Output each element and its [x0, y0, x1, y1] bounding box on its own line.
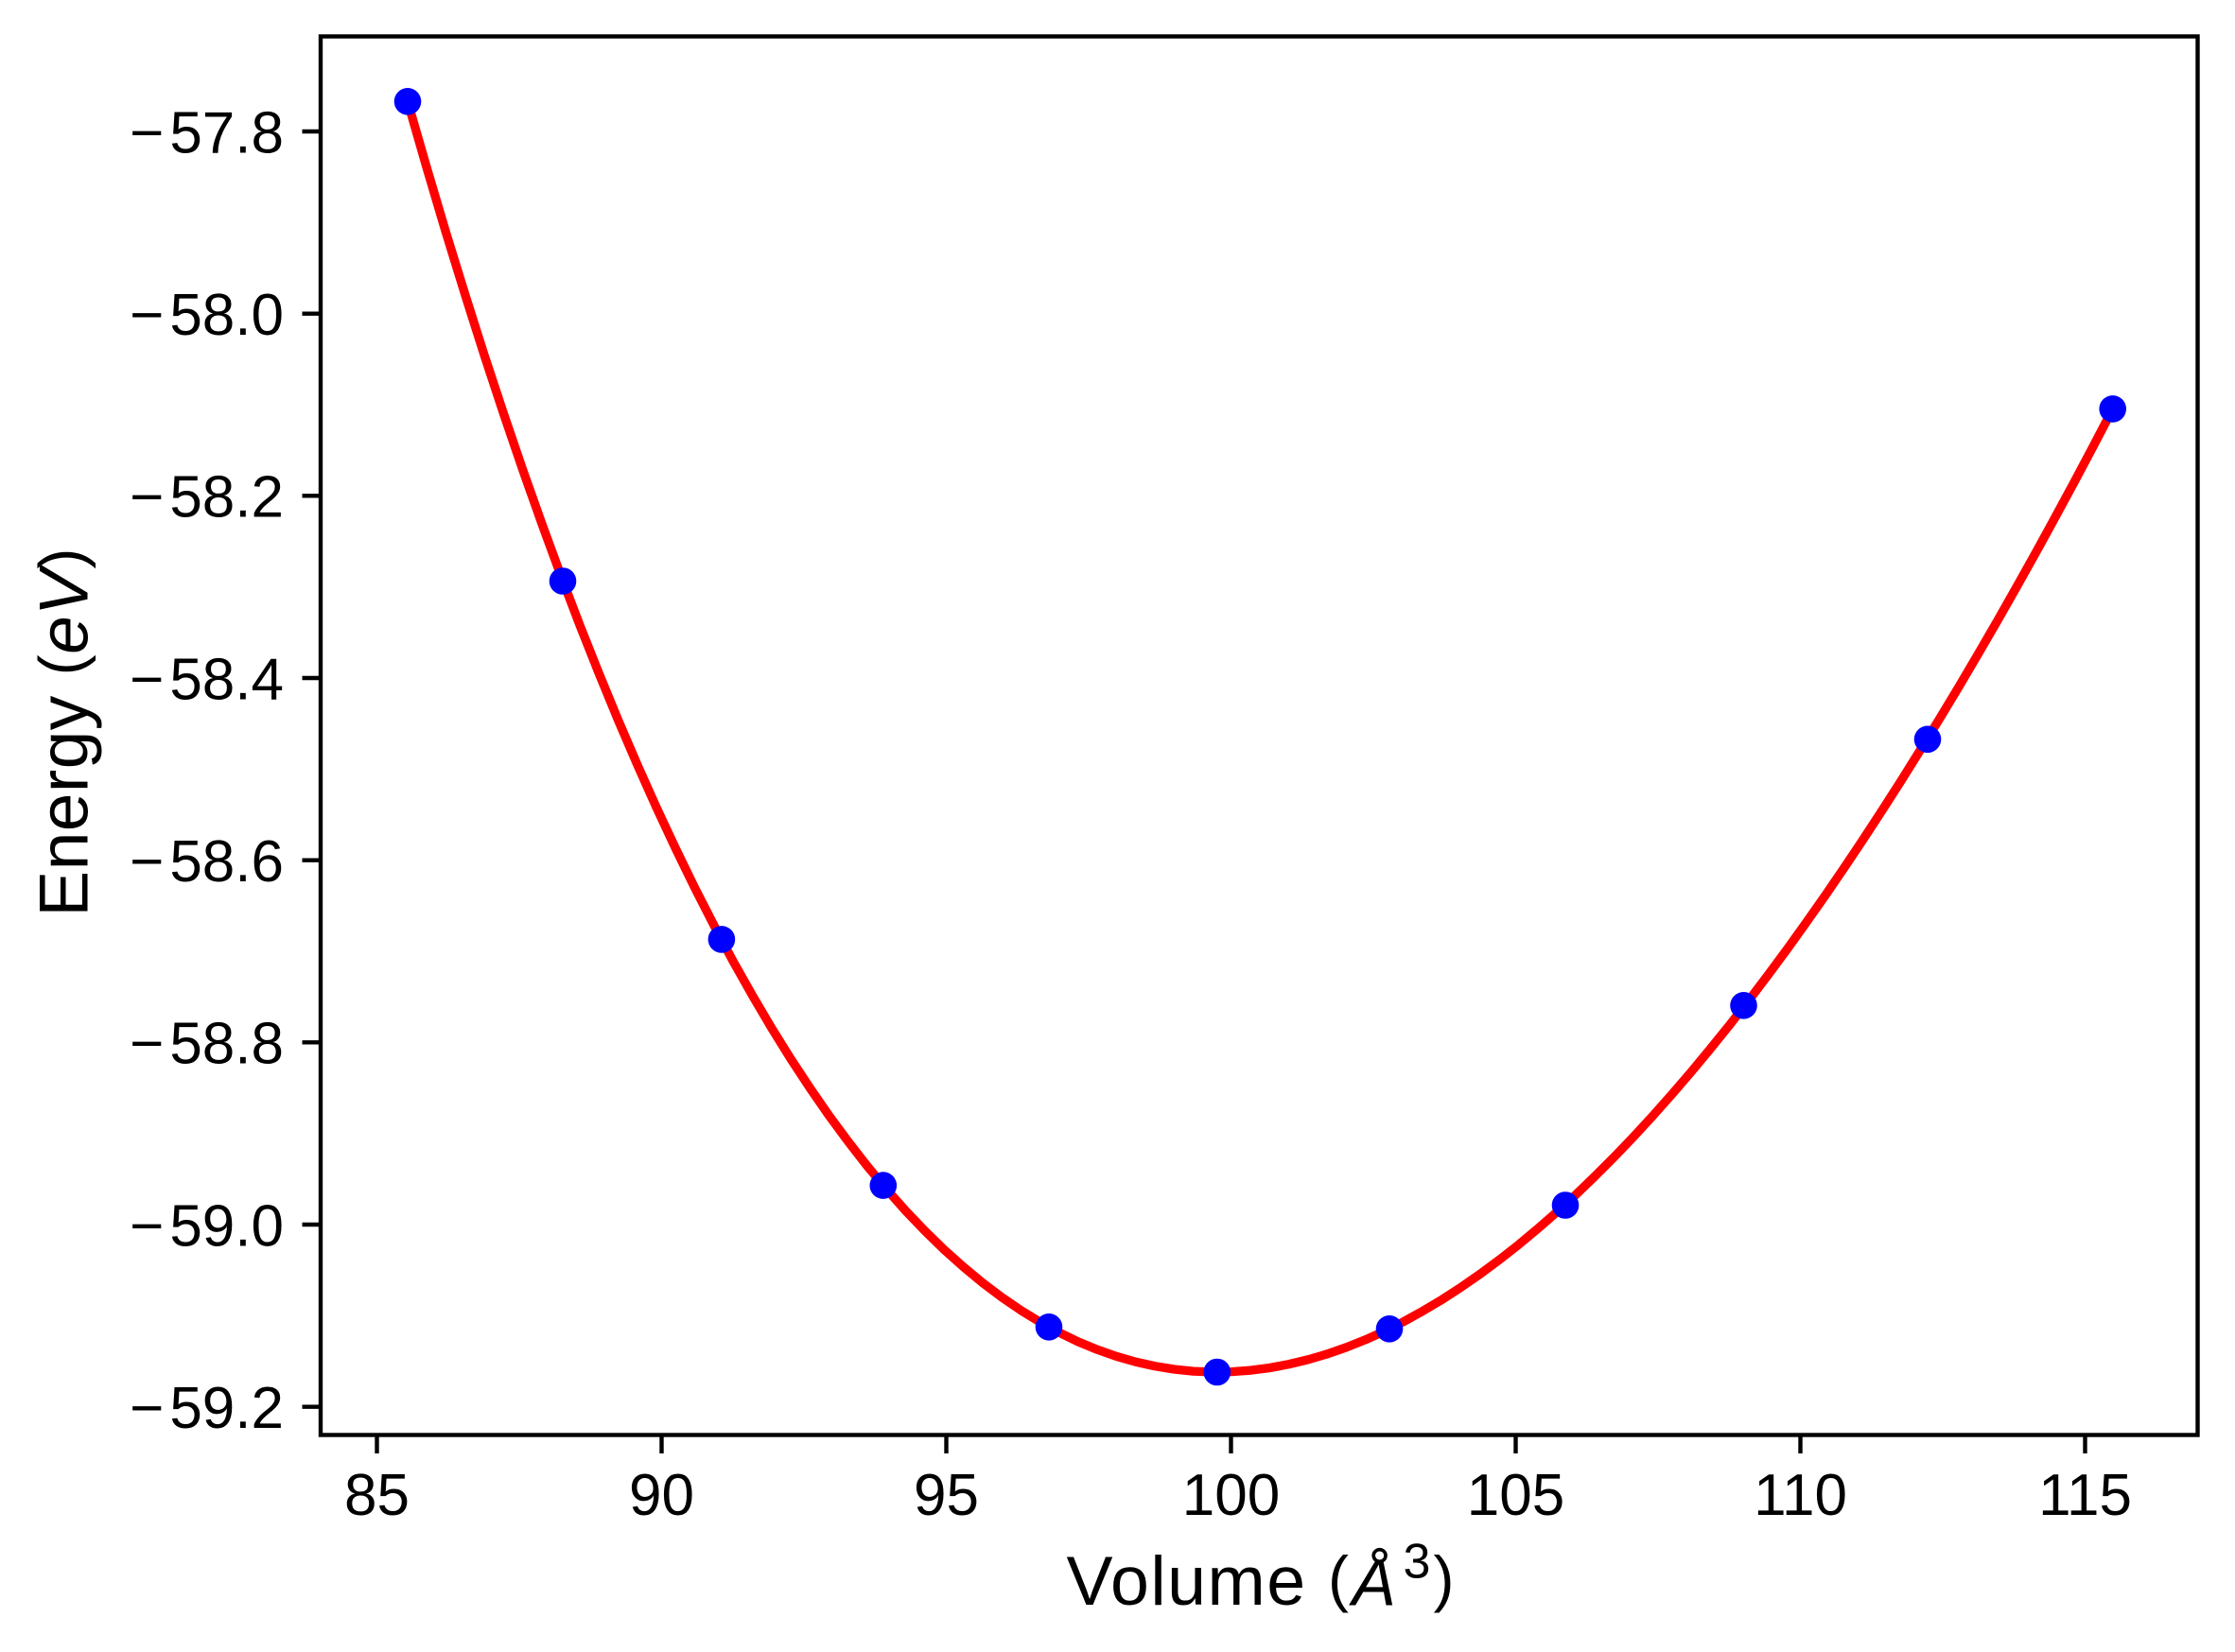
svg-text:−59.0: −59.0: [130, 1193, 284, 1259]
svg-text:Energy (eV): Energy (eV): [26, 548, 102, 916]
svg-text:(: (: [1328, 1543, 1349, 1613]
svg-text:85: 85: [344, 1463, 410, 1528]
svg-text:−58.4: −58.4: [130, 647, 284, 712]
svg-text:100: 100: [1182, 1463, 1280, 1528]
svg-text:−58.0: −58.0: [130, 283, 284, 348]
svg-text:3: 3: [1404, 1535, 1431, 1590]
svg-text:−58.6: −58.6: [130, 829, 284, 895]
svg-text:Volume: Volume: [1067, 1541, 1307, 1620]
svg-text:−57.8: −57.8: [130, 100, 284, 165]
svg-text:Å: Å: [1349, 1546, 1396, 1620]
svg-text:−58.2: −58.2: [130, 465, 284, 530]
svg-text:−59.2: −59.2: [130, 1376, 284, 1441]
svg-text:): ): [1434, 1543, 1455, 1613]
svg-text:90: 90: [629, 1463, 694, 1528]
svg-text:−58.8: −58.8: [130, 1012, 284, 1077]
svg-text:95: 95: [914, 1463, 979, 1528]
svg-text:105: 105: [1467, 1463, 1564, 1528]
svg-text:110: 110: [1754, 1463, 1847, 1528]
svg-text:115: 115: [2038, 1463, 2132, 1528]
